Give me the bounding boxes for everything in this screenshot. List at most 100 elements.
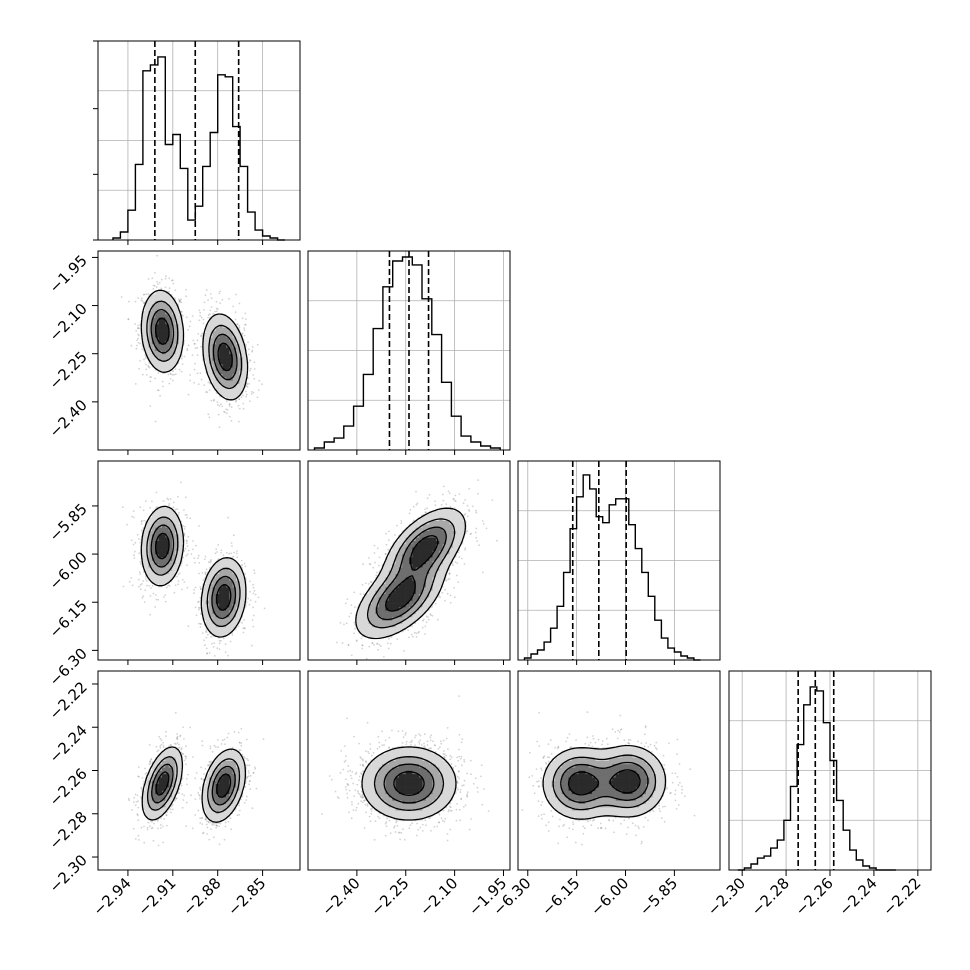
density-cell — [158, 347, 163, 351]
density-cell — [239, 603, 244, 608]
sample-point — [481, 571, 484, 574]
density-cell — [172, 514, 176, 518]
density-cell — [236, 593, 240, 598]
sample-point — [168, 584, 171, 587]
sample-point — [141, 348, 144, 350]
density-cell — [178, 543, 183, 548]
density-cell — [215, 370, 220, 375]
density-cell — [161, 577, 166, 581]
sample-point — [228, 297, 230, 300]
density-cell — [202, 337, 207, 341]
density-cell — [158, 533, 163, 538]
sample-point — [247, 353, 250, 356]
density-cell — [172, 360, 176, 365]
sample-point — [180, 311, 183, 313]
density-cell — [151, 310, 156, 315]
density-cell — [232, 360, 237, 365]
density-cell — [145, 347, 149, 351]
density-cell — [155, 580, 159, 585]
density-cell — [161, 353, 166, 358]
sample-point — [185, 316, 188, 319]
density-cell — [205, 333, 210, 338]
density-cell — [239, 347, 244, 351]
sample-point — [355, 639, 358, 642]
density-cell — [165, 580, 169, 585]
sample-point — [470, 532, 473, 535]
sample-point — [250, 391, 253, 393]
sample-point — [143, 358, 145, 361]
density-cell — [172, 314, 176, 318]
density-cell — [172, 347, 176, 351]
density-cell — [151, 350, 156, 355]
sample-point — [145, 580, 148, 582]
density-cell — [225, 373, 230, 378]
density-cell — [168, 310, 173, 315]
density-cell — [178, 337, 183, 341]
sample-point — [242, 394, 244, 397]
sample-point — [227, 654, 230, 657]
sample-point — [252, 625, 255, 628]
density-cell — [155, 353, 159, 358]
sample-point — [426, 497, 429, 500]
density-cell — [209, 357, 213, 361]
sample-point — [140, 523, 143, 525]
sample-point — [206, 391, 209, 394]
density-cell — [168, 553, 173, 558]
sample-point — [453, 586, 455, 589]
density-cell — [219, 590, 223, 594]
sample-point — [139, 573, 142, 575]
sample-point — [138, 571, 141, 574]
density-cell — [145, 310, 149, 315]
sample-point — [134, 541, 137, 544]
sample-point — [172, 282, 175, 285]
density-cell — [168, 307, 173, 311]
density-cell — [165, 540, 169, 545]
sample-point — [152, 284, 155, 287]
sample-point — [449, 505, 452, 508]
density-cell — [205, 337, 210, 341]
sample-point — [126, 523, 128, 526]
sample-point — [243, 626, 246, 629]
density-cell — [165, 520, 169, 525]
density-cell — [242, 593, 247, 598]
sample-point — [244, 627, 246, 630]
sample-point — [348, 615, 351, 618]
density-cell — [175, 527, 180, 531]
sample-point — [247, 361, 250, 364]
density-cell — [236, 587, 240, 591]
density-cell — [172, 517, 176, 521]
histogram-frame — [307, 250, 511, 451]
panel-frame — [97, 460, 301, 661]
density-cell — [145, 563, 149, 568]
density-cell — [161, 290, 166, 295]
sample-point — [187, 549, 190, 552]
density-cell — [141, 327, 146, 331]
sample-point — [174, 368, 177, 371]
density-cell — [225, 626, 230, 631]
density-cell — [165, 530, 169, 535]
density-cell — [239, 590, 244, 594]
sample-point — [346, 598, 349, 600]
density-cell — [232, 393, 237, 398]
density-cell — [222, 333, 227, 338]
density-cell — [155, 297, 159, 302]
sample-point — [174, 373, 177, 376]
density-cell — [168, 533, 173, 538]
density-cell — [219, 593, 223, 598]
sample-point — [168, 287, 171, 290]
density-cell — [165, 560, 169, 565]
sample-point — [186, 564, 188, 567]
sample-point — [139, 342, 142, 345]
density-cell — [205, 623, 210, 628]
density-cell — [225, 563, 230, 568]
sample-point — [263, 607, 266, 610]
density-cell — [225, 383, 230, 388]
density-cell — [242, 360, 247, 365]
sample-point — [145, 374, 148, 376]
density-cell — [161, 294, 166, 298]
density-cell — [205, 616, 210, 621]
sample-point — [412, 505, 415, 508]
density-cell — [225, 390, 230, 394]
sample-point — [215, 307, 218, 310]
density-cell — [141, 320, 146, 325]
